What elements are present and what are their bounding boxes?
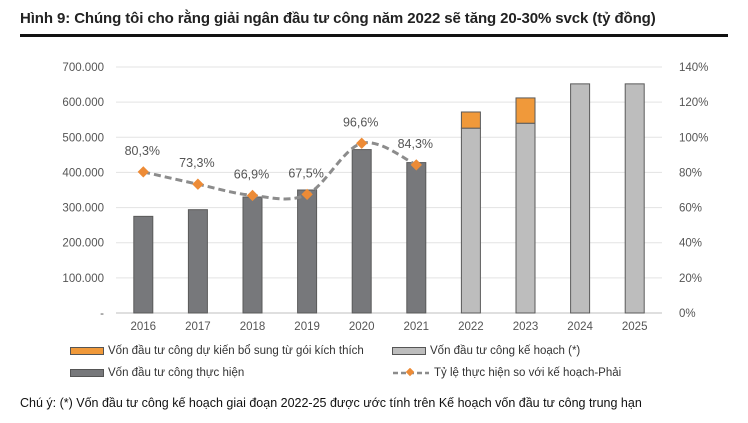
x-tick-label: 2017	[185, 321, 211, 333]
legend-actual: Vốn đầu tư công thực hiện	[70, 367, 244, 379]
ratio-marker	[192, 178, 204, 190]
figure-title: Hình 9: Chúng tôi cho rằng giải ngân đầu…	[20, 10, 656, 27]
y-right-tick-label: 40%	[679, 238, 702, 250]
legend-label: Tỷ lệ thực hiện so với kế hoạch-Phải	[434, 367, 622, 379]
y-right-tick-label: 60%	[679, 203, 702, 215]
x-tick-label: 2023	[513, 321, 539, 333]
bar	[187, 209, 208, 314]
data-label: 67,5%	[288, 166, 323, 180]
y-right-tick-label: 100%	[679, 132, 708, 144]
ratio-marker	[410, 159, 422, 171]
bar	[242, 196, 263, 314]
data-label: 73,3%	[179, 156, 214, 170]
data-label: 66,9%	[234, 167, 269, 181]
x-tick-label: 2024	[567, 321, 593, 333]
y-left-tick-label: 500.000	[62, 132, 104, 144]
legend-swatch	[392, 347, 426, 355]
legend-line-swatch	[393, 368, 429, 377]
ratio-line	[142, 141, 417, 201]
ratio-marker	[246, 189, 259, 202]
bar	[460, 127, 481, 314]
y-left-tick-label: 300.000	[62, 203, 104, 215]
y-left-tick-label: -	[100, 308, 104, 320]
y-left-tick-label: 700.000	[62, 62, 104, 74]
y-right-tick-label: 120%	[679, 97, 708, 109]
x-tick-label: 2016	[131, 321, 157, 333]
bar	[460, 111, 481, 129]
y-right-tick-label: 80%	[679, 167, 702, 179]
title-rule	[20, 34, 728, 37]
bar	[133, 215, 154, 314]
y-right-tick-label: 0%	[679, 308, 696, 320]
y-right-tick-label: 140%	[679, 62, 708, 74]
bar	[297, 189, 318, 314]
x-tick-label: 2019	[294, 321, 320, 333]
ratio-marker	[356, 137, 368, 149]
legend-label: Vốn đầu tư công dự kiến bổ sung từ gói k…	[108, 345, 364, 357]
legend-stimulus: Vốn đầu tư công dự kiến bổ sung từ gói k…	[70, 345, 364, 357]
legend-plan: Vốn đầu tư công kế hoạch (*)	[392, 345, 580, 357]
x-tick-label: 2020	[349, 321, 375, 333]
legend-swatch	[70, 369, 104, 377]
bar	[624, 83, 645, 314]
legend-ratio: Tỷ lệ thực hiện so với kế hoạch-Phải	[392, 367, 621, 379]
y-left-tick-label: 100.000	[62, 273, 104, 285]
x-tick-label: 2025	[622, 321, 648, 333]
footnote: Chú ý: (*) Vốn đầu tư công kế hoạch giai…	[20, 396, 642, 410]
bar	[515, 97, 536, 124]
y-left-tick-label: 200.000	[62, 238, 104, 250]
legend-label: Vốn đầu tư công kế hoạch (*)	[430, 345, 581, 357]
data-label: 96,6%	[343, 115, 378, 129]
data-label: 84,3%	[398, 137, 433, 151]
chart: - 100.000 200.000 300.000 400.000 500.000 600.…	[62, 62, 708, 333]
bar	[515, 122, 536, 314]
y-left-tick-label: 600.000	[62, 97, 104, 109]
legend-label: Vốn đầu tư công thực hiện	[108, 367, 245, 379]
bar	[351, 149, 372, 314]
data-label: 80,3%	[125, 144, 160, 158]
y-left-tick-label: 400.000	[62, 167, 104, 179]
ratio-marker	[301, 188, 313, 201]
bar	[406, 162, 427, 314]
bar	[570, 83, 591, 314]
y-right-tick-label: 20%	[679, 273, 702, 285]
x-tick-label: 2018	[240, 321, 266, 333]
legend-swatch	[70, 347, 104, 355]
ratio-marker	[137, 166, 149, 178]
x-tick-label: 2021	[404, 321, 430, 333]
x-tick-label: 2022	[458, 321, 484, 333]
